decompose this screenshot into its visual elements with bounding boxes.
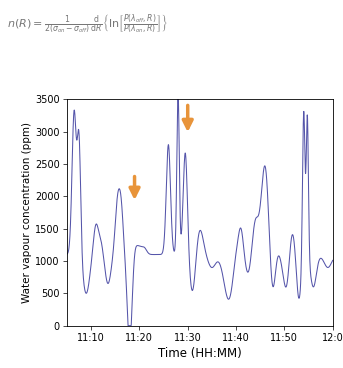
Y-axis label: Water vapour concentration (ppm): Water vapour concentration (ppm) [22, 122, 32, 303]
X-axis label: Time (HH:MM): Time (HH:MM) [158, 347, 242, 360]
Text: $n(R)=\frac{1}{2(\sigma_{on}-\sigma_{off})}\frac{\mathrm{d}}{\mathrm{d}R}\left\{: $n(R)=\frac{1}{2(\sigma_{on}-\sigma_{off… [7, 12, 168, 36]
